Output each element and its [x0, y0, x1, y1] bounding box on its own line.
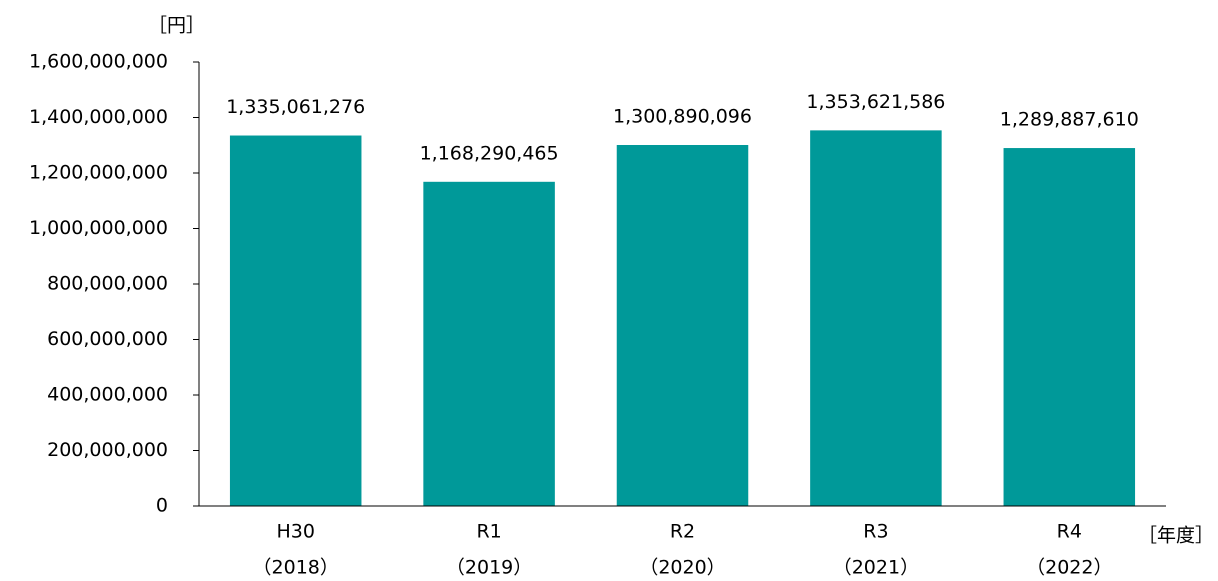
x-tick-label: R3 — [863, 521, 888, 543]
value-label: 1,168,290,465 — [420, 142, 559, 164]
x-tick-label: （2019） — [446, 557, 532, 579]
x-tick-label: H30 — [276, 521, 314, 543]
x-tick-label: （2018） — [253, 557, 339, 579]
value-label: 1,289,887,610 — [1000, 109, 1139, 131]
bar — [810, 130, 942, 507]
y-tick-label: 1,000,000,000 — [29, 217, 168, 239]
value-label: 1,300,890,096 — [613, 106, 752, 128]
y-tick-label: 400,000,000 — [47, 384, 168, 406]
bar — [229, 135, 362, 506]
x-tick-label: （2021） — [833, 557, 919, 579]
x-tick-label: （2022） — [1026, 557, 1112, 579]
y-tick-label: 1,400,000,000 — [29, 106, 168, 128]
bar — [616, 145, 749, 506]
x-tick-label: R2 — [670, 521, 695, 543]
y-tick-label: 1,200,000,000 — [29, 162, 168, 184]
x-axis-label: ［年度］ — [1138, 525, 1214, 547]
y-tick-label: 200,000,000 — [47, 439, 168, 461]
y-axis-label: ［円］ — [148, 15, 205, 37]
value-label: 1,335,061,276 — [226, 96, 365, 118]
bar — [1003, 148, 1136, 506]
x-tick-label: （2020） — [639, 557, 725, 579]
bar — [423, 181, 555, 507]
y-tick-label: 0 — [156, 495, 168, 517]
value-label: 1,353,621,586 — [806, 91, 945, 113]
y-tick-label: 800,000,000 — [47, 273, 168, 295]
x-tick-label: R4 — [1057, 521, 1082, 543]
x-tick-label: R1 — [476, 521, 501, 543]
y-tick-label: 1,600,000,000 — [29, 51, 168, 73]
y-tick-label: 600,000,000 — [47, 328, 168, 350]
